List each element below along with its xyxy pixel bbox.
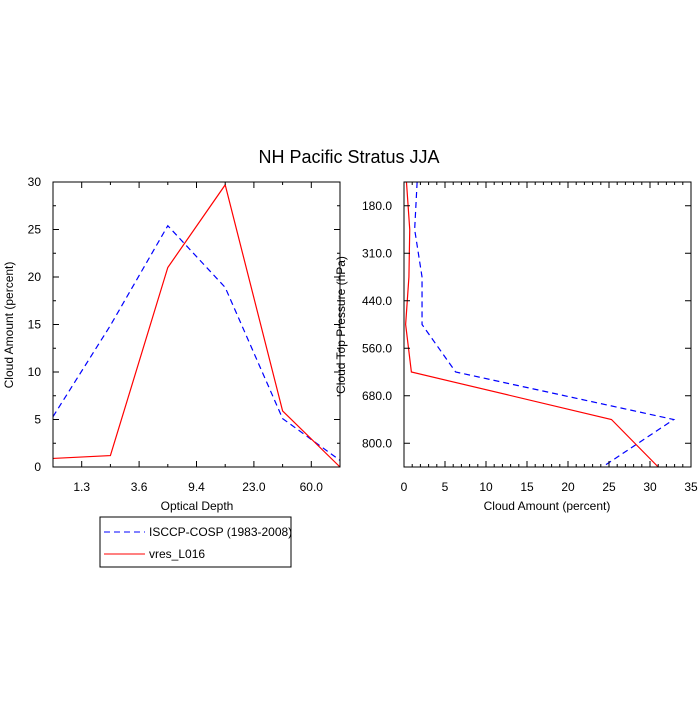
left-x-axis-label: Optical Depth bbox=[161, 499, 234, 513]
right-x-tick-label: 15 bbox=[520, 480, 534, 494]
right-series-lines bbox=[405, 181, 676, 468]
right-axis-ticks: 0 5 10 15 20 25 30 35 180.0 310.0 440.0 560.0 680.0 8… bbox=[362, 182, 698, 494]
left-y-tick-label: 25 bbox=[28, 223, 42, 237]
right-plot-frame bbox=[403, 181, 692, 468]
legend: ISCCP-COSP (1983-2008) vres_L016 bbox=[99, 516, 292, 568]
left-series-lines bbox=[52, 183, 341, 468]
right-y-tick-label: 310.0 bbox=[362, 246, 392, 260]
left-series-model-line bbox=[52, 183, 341, 468]
cloud-top-pressure-panel: 0 5 10 15 20 25 30 35 180.0 310.0 440.0 560.0 680.0 8… bbox=[334, 181, 698, 513]
legend-box bbox=[99, 516, 292, 568]
left-axis-ticks: 0 5 10 15 20 25 30 1.3 3.6 9.4 23.0 60.0 bbox=[28, 175, 341, 494]
chart-title: NH Pacific Stratus JJA bbox=[258, 147, 439, 167]
right-y-tick-label: 800.0 bbox=[362, 436, 392, 450]
left-x-tick-label: 60.0 bbox=[300, 480, 324, 494]
right-x-tick-label: 0 bbox=[401, 480, 408, 494]
left-x-tick-label: 9.4 bbox=[188, 480, 205, 494]
left-y-tick-label: 5 bbox=[34, 413, 41, 427]
right-x-tick-label: 20 bbox=[561, 480, 575, 494]
left-x-tick-label: 3.6 bbox=[131, 480, 148, 494]
optical-depth-panel: 0 5 10 15 20 25 30 1.3 3.6 9.4 23.0 60.0 Optical De… bbox=[2, 175, 341, 513]
right-x-tick-label: 30 bbox=[643, 480, 657, 494]
right-x-tick-label: 5 bbox=[442, 480, 449, 494]
right-series-obs-line bbox=[414, 181, 676, 468]
right-series-model-line bbox=[405, 181, 659, 468]
right-x-tick-label: 10 bbox=[479, 480, 493, 494]
left-y-tick-label: 30 bbox=[28, 175, 42, 189]
right-y-tick-label: 180.0 bbox=[362, 199, 392, 213]
left-y-tick-label: 10 bbox=[28, 365, 42, 379]
left-y-tick-label: 20 bbox=[28, 270, 42, 284]
left-y-tick-label: 0 bbox=[34, 460, 41, 474]
right-y-tick-label: 560.0 bbox=[362, 341, 392, 355]
left-series-obs-line bbox=[52, 224, 341, 461]
legend-label-obs: ISCCP-COSP (1983-2008) bbox=[149, 525, 292, 539]
right-y-tick-label: 440.0 bbox=[362, 294, 392, 308]
legend-label-model: vres_L016 bbox=[149, 547, 205, 561]
right-y-axis-label: Cloud Top Pressure (hPa) bbox=[334, 256, 348, 394]
left-y-tick-label: 15 bbox=[28, 318, 42, 332]
right-y-tick-label: 680.0 bbox=[362, 389, 392, 403]
right-x-axis-label: Cloud Amount (percent) bbox=[484, 499, 611, 513]
left-y-axis-label: Cloud Amount (percent) bbox=[2, 262, 16, 389]
left-x-tick-label: 23.0 bbox=[242, 480, 266, 494]
right-x-tick-label: 25 bbox=[602, 480, 616, 494]
right-x-tick-label: 35 bbox=[684, 480, 698, 494]
left-x-tick-label: 1.3 bbox=[73, 480, 90, 494]
